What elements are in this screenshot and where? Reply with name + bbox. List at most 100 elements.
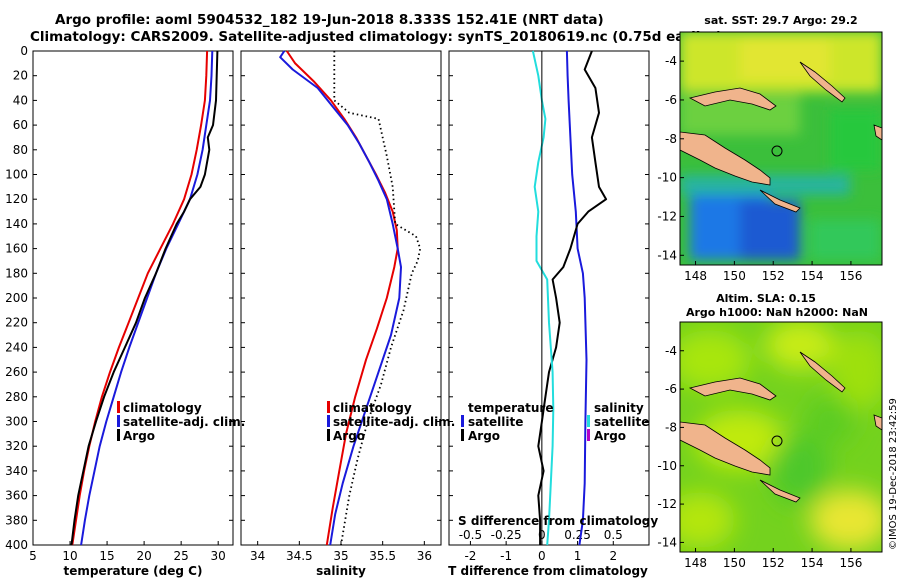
imos-watermark: ©IMOS 19-Dec-2018 23:42:59 xyxy=(888,398,899,550)
depth-axis: 0 20 40 60 80 100 120 140 160 180 200 220 240 260 280 3… xyxy=(5,44,649,552)
map-x-tick-label: 152 xyxy=(762,556,785,570)
x-tick-label: 0 xyxy=(538,549,546,563)
x-tick-label: 30 xyxy=(211,549,226,563)
x-tick-label: 5 xyxy=(29,549,37,563)
difference-legend-temperature: temperature satellite Argo xyxy=(461,401,553,443)
series-line-climatology xyxy=(71,50,209,546)
map-y-tick-label: -4 xyxy=(665,54,677,68)
series-line-t-argo xyxy=(537,50,608,545)
depth-tick-label: 160 xyxy=(5,242,28,256)
map-x-tick-label: 156 xyxy=(839,269,862,283)
series-line-argo xyxy=(333,51,422,546)
x-tick-label: -1 xyxy=(500,549,512,563)
x-tick-label: 10 xyxy=(62,549,77,563)
depth-tick-label: 260 xyxy=(5,365,28,379)
map-x-tick-label: 148 xyxy=(684,556,707,570)
series-line-climatology xyxy=(285,50,399,546)
depth-tick-label: 180 xyxy=(5,266,28,280)
x-tick-label: 36 xyxy=(417,549,432,563)
legend-heading-temperature: temperature xyxy=(468,401,553,415)
x-tick-label: 20 xyxy=(136,549,151,563)
x-tick-label: 34 xyxy=(250,549,265,563)
series-line-s-satellite xyxy=(531,50,555,546)
depth-tick-label: 140 xyxy=(5,217,28,231)
argo-position-marker xyxy=(771,435,783,447)
series-line-satellite-adj-clim- xyxy=(80,50,214,546)
new-guinea-coast xyxy=(680,131,771,186)
legend-swatch-s-argo xyxy=(587,429,590,441)
legend-label-argo: Argo xyxy=(123,429,155,443)
depth-tick-label: 220 xyxy=(5,316,28,330)
salinity-panel-frame xyxy=(240,50,442,546)
map-y-tick-label: -10 xyxy=(657,171,677,185)
x-tick-label: 35 xyxy=(333,549,348,563)
legend-swatch-climatology xyxy=(117,401,120,413)
salinity-legend: climatology satellite-adj. clim. Argo xyxy=(327,401,455,443)
new-ireland-coast xyxy=(799,61,846,103)
map-x-tick-label: 148 xyxy=(684,269,707,283)
x-tick-label: -2 xyxy=(464,549,476,563)
map-x-tick-label: 150 xyxy=(723,556,746,570)
legend-label-satellite: satellite-adj. clim. xyxy=(333,415,455,429)
legend-label-s-satellite: satellite xyxy=(594,415,649,429)
series-line-t-satellite xyxy=(565,50,588,546)
depth-tick-label: 40 xyxy=(13,93,28,107)
map-y-tick-label: -8 xyxy=(665,420,677,434)
figure-title-line2: Climatology: CARS2009. Satellite-adjuste… xyxy=(30,29,722,45)
depth-tick-label: 300 xyxy=(5,415,28,429)
map-y-tick-label: -14 xyxy=(657,248,677,262)
legend-swatch-argo xyxy=(327,429,330,441)
difference-x-label: T difference from climatology xyxy=(448,564,648,578)
temperature-x-label: temperature (deg C) xyxy=(64,564,203,578)
depth-tick-label: 280 xyxy=(5,390,28,404)
depth-tick-label: 400 xyxy=(5,538,28,552)
temperature-panel-frame xyxy=(32,50,234,546)
depth-tick-label: 200 xyxy=(5,291,28,305)
map-y-tick-label: -4 xyxy=(665,344,677,358)
map-y-tick-label: -6 xyxy=(665,382,677,396)
islands-coast xyxy=(759,189,801,213)
bougainville-coast xyxy=(873,124,882,141)
map-x-tick-label: 156 xyxy=(839,556,862,570)
map-y-tick-label: -6 xyxy=(665,93,677,107)
x-tick-label: 25 xyxy=(174,549,189,563)
depth-tick-label: 360 xyxy=(5,489,28,503)
x-top-tick-label: -0.25 xyxy=(491,528,522,542)
legend-label-t-satellite: satellite xyxy=(468,415,523,429)
salinity-x-label: salinity xyxy=(316,564,366,578)
sla-map-title: Altim. SLA: 0.15 xyxy=(716,292,816,305)
map-x-tick-label: 154 xyxy=(801,269,824,283)
salinity-chart: 34 34.5 35 35.5 36 xyxy=(250,50,432,563)
map-x-tick-label: 150 xyxy=(723,269,746,283)
series-line-argo xyxy=(70,50,219,546)
depth-tick-label: 380 xyxy=(5,513,28,527)
sla-map-subtitle: Argo h1000: NaN h2000: NaN xyxy=(686,306,868,319)
x-tick-label: 1 xyxy=(574,549,582,563)
sla-map xyxy=(680,322,882,552)
depth-tick-label: 20 xyxy=(13,69,28,83)
series-line-satellite-adj-clim- xyxy=(279,50,402,546)
sst-map xyxy=(680,32,882,265)
bougainville-coast xyxy=(873,414,882,431)
x-tick-label: 2 xyxy=(609,549,617,563)
map-y-tick-label: -14 xyxy=(657,535,677,549)
temperature-legend: climatology satellite-adj. clim. Argo xyxy=(117,401,245,443)
x-top-tick-label: -0.5 xyxy=(459,528,482,542)
sst-map-axes: 148 150 152 154 156 -4 -6 -8 -10 -12 -14 xyxy=(657,54,862,283)
new-ireland-coast xyxy=(799,351,846,393)
x-tick-label: 35.5 xyxy=(369,549,396,563)
depth-tick-label: 0 xyxy=(20,44,28,58)
legend-swatch-t-argo xyxy=(461,429,464,441)
depth-tick-label: 120 xyxy=(5,192,28,206)
difference-panel-frame xyxy=(448,50,650,546)
depth-tick-label: 320 xyxy=(5,439,28,453)
legend-swatch-argo xyxy=(117,429,120,441)
x-top-tick-label: 0.5 xyxy=(604,528,623,542)
legend-label-argo: Argo xyxy=(333,429,365,443)
legend-swatch-s-satellite xyxy=(587,415,590,427)
temperature-chart: 5 10 15 20 25 30 xyxy=(29,50,226,563)
map-x-tick-label: 152 xyxy=(762,269,785,283)
sst-map-title: sat. SST: 29.7 Argo: 29.2 xyxy=(704,14,857,27)
map-x-tick-label: 154 xyxy=(801,556,824,570)
